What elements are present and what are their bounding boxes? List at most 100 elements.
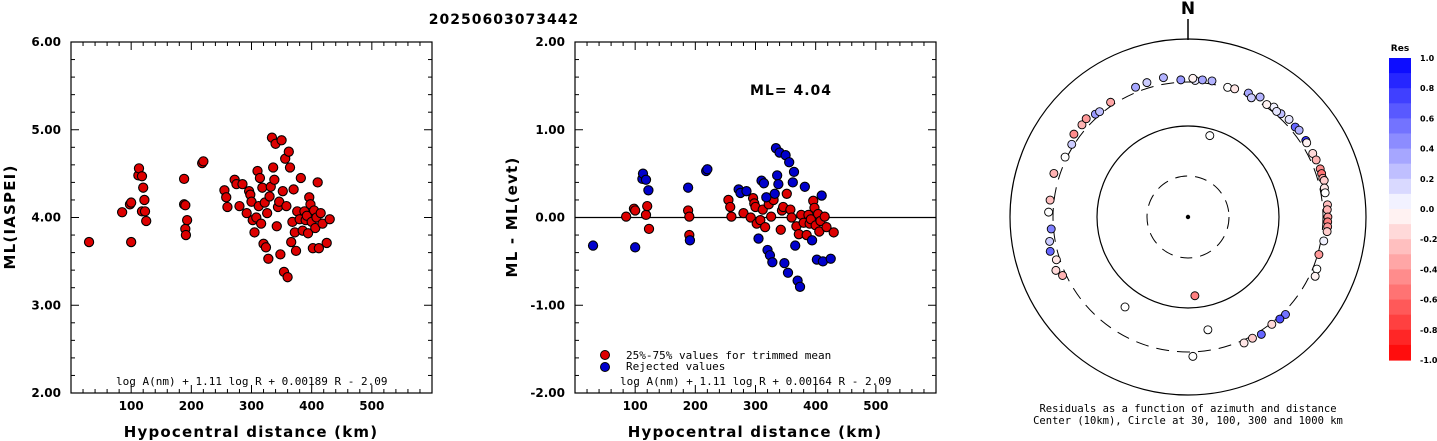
data-point (257, 182, 268, 193)
data-point (268, 162, 279, 173)
data-point (277, 186, 288, 197)
data-points (83, 132, 335, 283)
data-point (1188, 351, 1198, 361)
colorbar-tick-label: 0.8 (1420, 84, 1435, 93)
data-point (1197, 75, 1207, 85)
data-point (180, 200, 191, 211)
data-point (643, 185, 654, 196)
data-point (1051, 265, 1061, 275)
colorbar-tick-label: 0.6 (1420, 114, 1435, 123)
colorbar-cell (1389, 178, 1411, 195)
data-point (139, 206, 151, 217)
colorbar: Res 1.0 0.8 0.6 0.4 0.2 0.0 -0.2 -0.4 -0.6 -0.8 -1… (1389, 44, 1437, 365)
x-tick-label: 300 (239, 399, 264, 413)
y-tick-label: 5.00 (31, 123, 61, 137)
data-point (587, 240, 599, 251)
tick-marks (70, 41, 433, 394)
x-tick-label: 200 (179, 399, 204, 413)
data-point (222, 201, 233, 213)
data-point (769, 188, 780, 199)
data-point (276, 135, 287, 146)
data-point (682, 182, 694, 193)
data-point (264, 191, 275, 202)
colorbar-tick-label: 0.2 (1420, 175, 1434, 184)
data-point (825, 253, 836, 264)
data-point (1319, 236, 1329, 246)
data-point (116, 207, 128, 218)
colorbar-tick-label: -1.0 (1420, 356, 1437, 365)
data-point (1045, 195, 1055, 205)
data-point (755, 214, 766, 226)
data-point (260, 242, 272, 253)
data-point (725, 201, 736, 213)
data-point (221, 192, 232, 203)
data-point (138, 182, 149, 193)
circle-1000km (1009, 38, 1367, 396)
data-point (181, 214, 193, 226)
data-point (180, 229, 192, 241)
data-point (1120, 302, 1130, 312)
data-point (758, 178, 770, 189)
data-point (198, 156, 209, 167)
data-point (271, 221, 282, 232)
colorbar-cell (1389, 239, 1411, 255)
data-point (788, 166, 800, 178)
ml-scatter-panel: 100 200 300 400 500 2.00 3.00 4.00 5.00 6.00 Hypo… (1, 35, 433, 441)
data-point (779, 257, 790, 269)
data-point (178, 173, 190, 185)
data-point (630, 205, 641, 216)
data-point (126, 197, 137, 208)
data-point (290, 245, 302, 256)
data-point (295, 172, 306, 184)
colorbar-cell (1389, 299, 1411, 316)
legend-marker-rejected (600, 362, 610, 372)
x-tick-label: 100 (623, 399, 648, 413)
data-point (1203, 325, 1213, 335)
data-point (1190, 291, 1200, 301)
data-point (136, 171, 148, 182)
caption-line-2: Center (10km), Circle at 30, 100, 300 an… (1033, 415, 1343, 427)
data-point (1262, 100, 1272, 109)
data-point (787, 177, 798, 188)
data-point (324, 214, 335, 225)
data-point (241, 207, 252, 219)
data-point (819, 211, 830, 222)
data-point (1302, 138, 1312, 148)
data-point (741, 186, 752, 197)
data-point (1060, 152, 1070, 162)
data-point (1284, 114, 1294, 124)
data-point (1077, 120, 1087, 130)
circle-100km (1096, 125, 1280, 309)
x-tick-label: 200 (683, 399, 708, 413)
data-point (1319, 176, 1329, 185)
data-point (1322, 205, 1332, 215)
data-point (1069, 129, 1079, 139)
data-point (1207, 76, 1217, 86)
colorbar-cell (1389, 73, 1411, 89)
data-point (821, 222, 832, 233)
colorbar-cell (1389, 193, 1411, 210)
data-point (1314, 250, 1324, 259)
data-point (263, 253, 274, 264)
legend-marker-trimmed (600, 350, 610, 360)
north-label: N (1181, 0, 1195, 19)
legend: 25%-75% values for trimmed mean Rejected… (600, 349, 831, 373)
data-point (281, 200, 292, 212)
circle-300km (1052, 81, 1324, 353)
data-point (1246, 93, 1256, 103)
data-point (1310, 271, 1320, 281)
data-point (782, 267, 794, 278)
data-point (284, 162, 296, 173)
x-tick-label: 500 (359, 399, 384, 413)
colorbar-cell (1389, 103, 1411, 119)
colorbar-cell (1389, 58, 1411, 74)
data-point (773, 179, 784, 190)
data-points (1044, 73, 1333, 361)
y-tick-label: 0.00 (535, 211, 565, 225)
colorbar-tick-label: -0.6 (1420, 296, 1437, 305)
data-point (286, 236, 297, 248)
colorbar-tick-label: 0.4 (1420, 145, 1435, 154)
data-point (315, 207, 326, 219)
x-tick-label: 400 (299, 399, 324, 413)
